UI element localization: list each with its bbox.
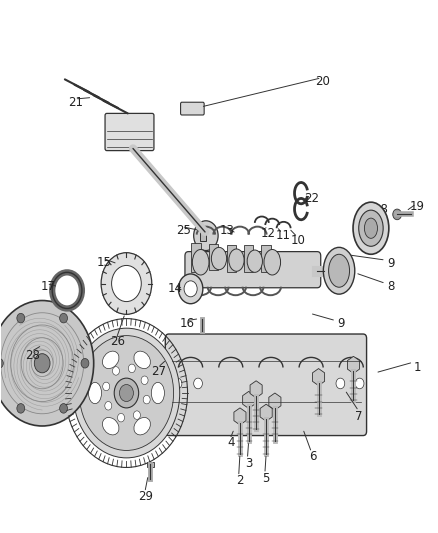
Text: 22: 22 (304, 192, 319, 205)
Ellipse shape (134, 351, 150, 369)
Bar (244, 245, 253, 272)
Text: 15: 15 (97, 256, 112, 269)
Text: 29: 29 (138, 490, 153, 503)
Circle shape (113, 367, 120, 375)
Bar (209, 244, 218, 270)
Circle shape (173, 378, 182, 389)
Circle shape (194, 378, 202, 389)
Circle shape (141, 376, 148, 384)
Circle shape (102, 382, 110, 391)
Circle shape (128, 364, 135, 373)
Circle shape (194, 221, 218, 251)
Circle shape (393, 209, 402, 220)
Text: 13: 13 (219, 224, 234, 237)
Text: 10: 10 (291, 235, 306, 247)
Circle shape (17, 403, 25, 413)
Text: 8: 8 (387, 280, 395, 293)
Circle shape (79, 336, 173, 450)
Circle shape (143, 395, 150, 404)
Bar (147, 462, 153, 467)
Circle shape (184, 281, 197, 297)
Ellipse shape (134, 417, 150, 435)
Text: 18: 18 (374, 203, 389, 215)
Text: 28: 28 (25, 349, 39, 362)
Ellipse shape (88, 382, 102, 403)
Text: 20: 20 (315, 75, 330, 88)
Circle shape (0, 359, 4, 368)
Text: 16: 16 (180, 318, 195, 330)
Text: 6: 6 (309, 450, 317, 463)
Ellipse shape (151, 382, 164, 403)
Circle shape (355, 378, 364, 389)
Text: 12: 12 (261, 227, 276, 240)
Circle shape (178, 274, 203, 304)
Circle shape (134, 411, 141, 419)
Text: 1: 1 (413, 361, 421, 374)
Ellipse shape (264, 249, 281, 275)
Ellipse shape (328, 254, 350, 287)
Ellipse shape (229, 249, 244, 271)
Bar (191, 243, 201, 272)
Text: 9: 9 (337, 318, 344, 330)
FancyBboxPatch shape (185, 252, 321, 288)
FancyBboxPatch shape (165, 334, 367, 435)
Bar (261, 245, 271, 272)
Text: 5: 5 (262, 472, 270, 484)
Text: 25: 25 (176, 224, 191, 237)
Ellipse shape (247, 250, 262, 272)
Circle shape (101, 253, 152, 314)
Ellipse shape (192, 249, 209, 275)
Text: 2: 2 (236, 474, 244, 487)
Text: 17: 17 (40, 280, 55, 293)
Circle shape (114, 378, 139, 408)
Ellipse shape (212, 247, 226, 270)
Circle shape (17, 313, 25, 323)
Text: 3: 3 (245, 457, 252, 470)
Circle shape (34, 354, 50, 373)
Circle shape (336, 378, 345, 389)
Ellipse shape (359, 210, 383, 246)
Circle shape (81, 359, 89, 368)
Ellipse shape (364, 218, 378, 238)
Text: 7: 7 (355, 410, 363, 423)
Circle shape (120, 384, 134, 401)
Circle shape (117, 414, 124, 422)
Circle shape (105, 401, 112, 410)
FancyBboxPatch shape (180, 102, 204, 115)
Text: 21: 21 (68, 96, 83, 109)
Circle shape (60, 313, 67, 323)
Circle shape (0, 301, 94, 426)
Bar (200, 228, 206, 241)
Text: 27: 27 (151, 365, 166, 378)
Ellipse shape (353, 202, 389, 254)
Text: 26: 26 (110, 335, 125, 349)
Bar (227, 245, 236, 272)
Text: 11: 11 (276, 229, 291, 242)
FancyBboxPatch shape (105, 114, 154, 151)
Text: 14: 14 (168, 282, 183, 295)
Circle shape (73, 328, 180, 458)
Ellipse shape (323, 247, 355, 294)
Text: 9: 9 (387, 257, 395, 270)
Ellipse shape (102, 351, 119, 369)
Text: 4: 4 (227, 437, 235, 449)
Circle shape (112, 265, 141, 302)
Circle shape (60, 403, 67, 413)
Text: 19: 19 (410, 200, 425, 213)
Ellipse shape (102, 417, 119, 435)
